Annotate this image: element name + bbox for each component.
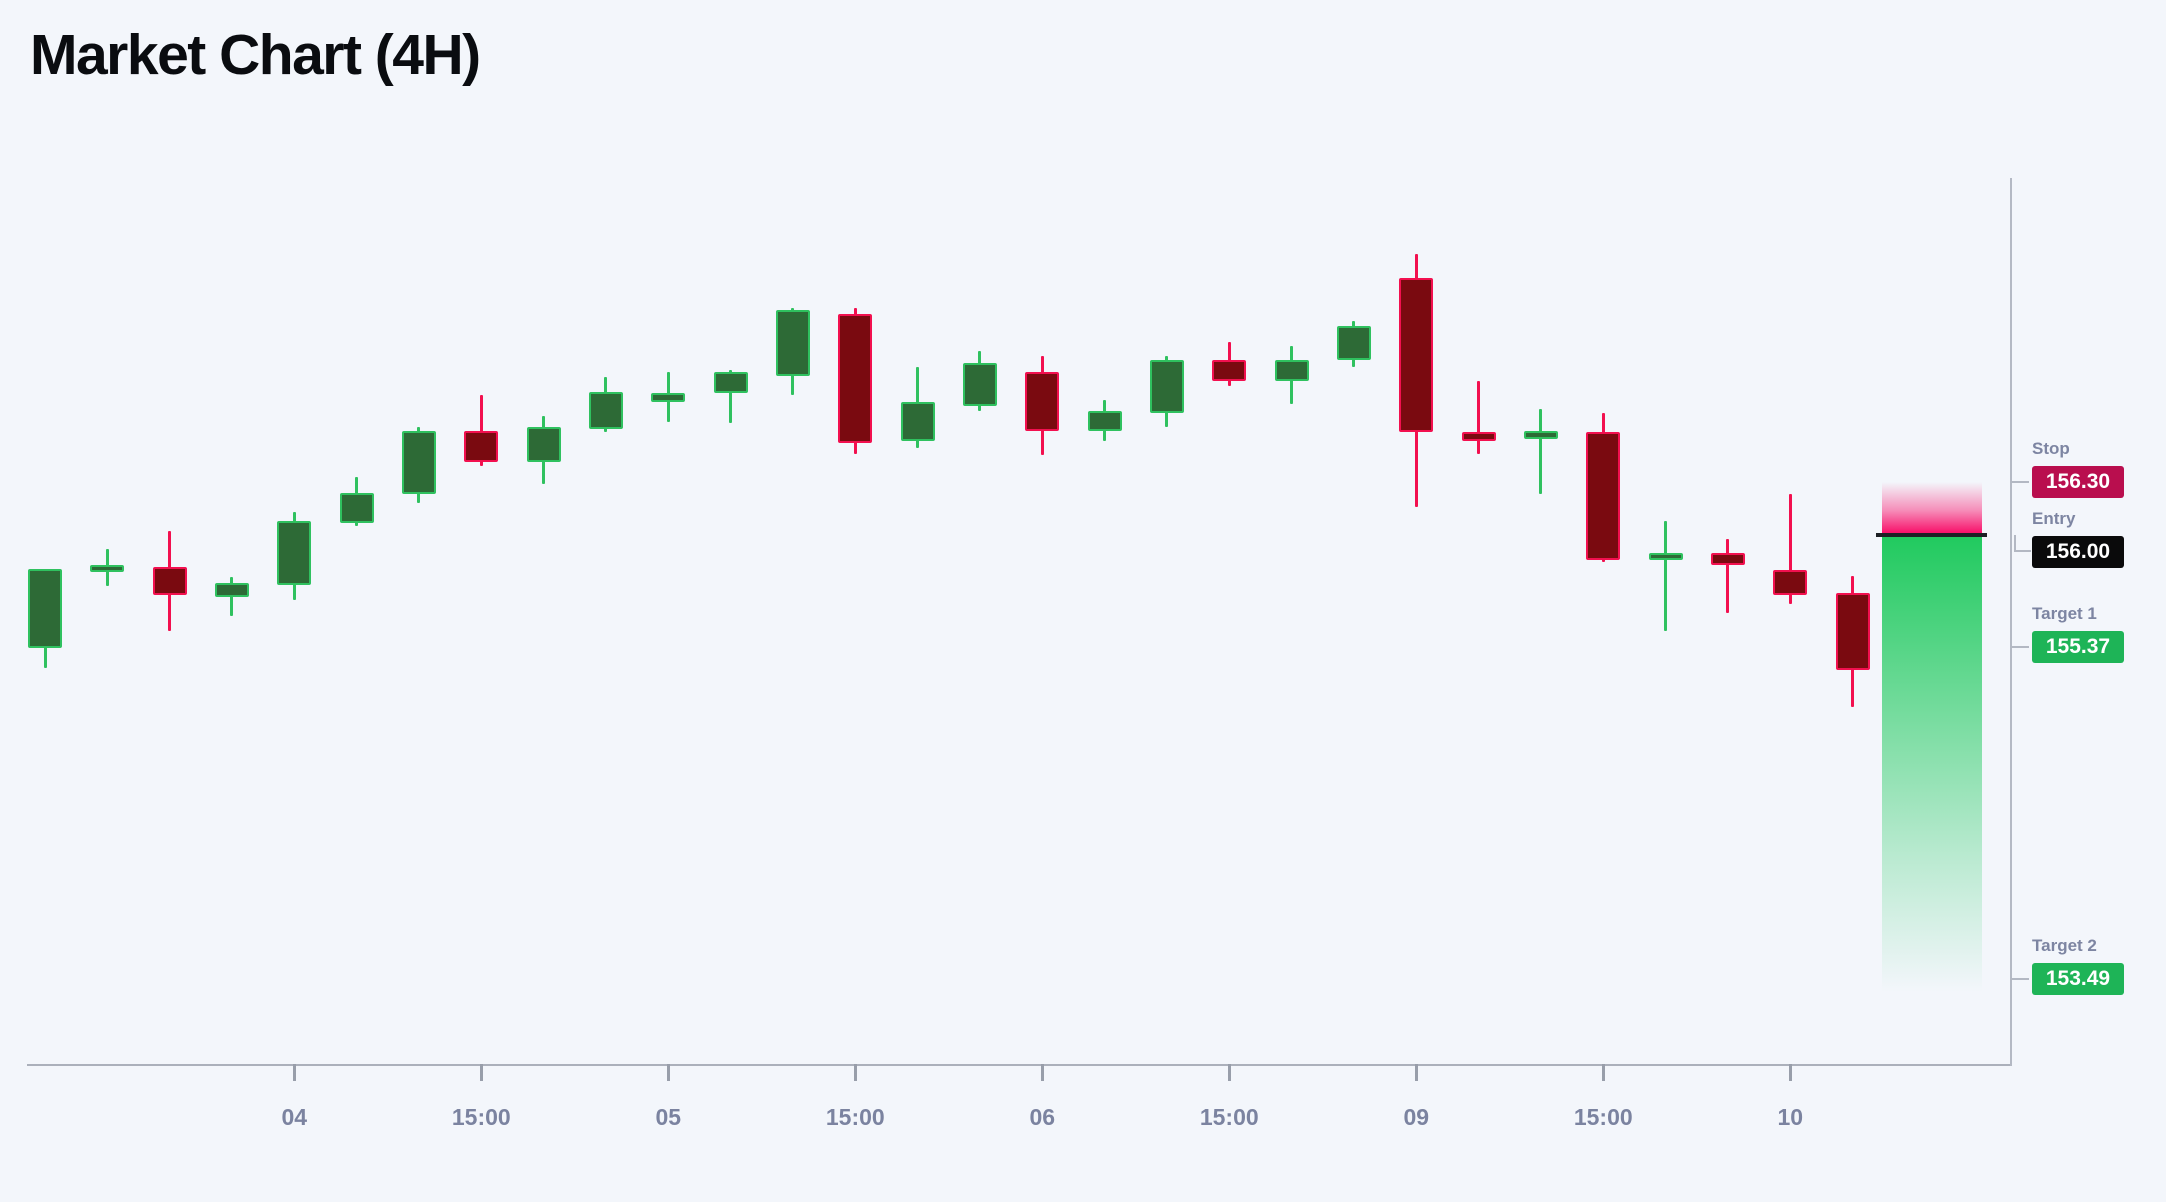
candle-body [152, 566, 187, 596]
stop-tick [2011, 480, 2029, 483]
candle-body [900, 402, 935, 442]
candle-body [339, 492, 374, 523]
candle-body [588, 391, 623, 429]
candle-body [651, 393, 686, 403]
candle-body [1835, 593, 1870, 670]
x-axis-tick [1227, 1064, 1231, 1081]
candle-body [1773, 570, 1808, 596]
x-axis-tick-label: 15:00 [1199, 1104, 1259, 1130]
candle-wick [729, 370, 733, 424]
entry-price-line [1876, 533, 1987, 537]
candle-body [1399, 278, 1434, 433]
target1-badge: 155.37 [2032, 630, 2124, 663]
candle-wick [1539, 409, 1543, 495]
target1-label: Target 1 [2032, 603, 2097, 623]
candle-body [1461, 432, 1496, 442]
candle-wick [1477, 381, 1481, 454]
target2-badge: 153.49 [2032, 963, 2124, 996]
target2-tick [2011, 978, 2029, 981]
candle-body [1523, 430, 1558, 440]
candle-wick [230, 577, 234, 617]
x-axis-tick-label: 05 [655, 1104, 682, 1130]
x-axis-tick-label: 10 [1777, 1104, 1804, 1130]
x-axis-tick [1040, 1064, 1044, 1081]
target2-label: Target 2 [2032, 936, 2097, 956]
candle-body [401, 430, 436, 495]
x-axis-tick [292, 1064, 296, 1081]
entry-connector-vertical [2014, 535, 2016, 551]
stop-badge: 156.30 [2032, 465, 2124, 498]
candle-wick [1788, 494, 1792, 605]
candle-body [1336, 326, 1371, 360]
x-axis-tick [1601, 1064, 1605, 1081]
entry-badge: 156.00 [2032, 536, 2124, 568]
candle-body [1149, 359, 1184, 413]
candle-body [214, 582, 249, 597]
x-axis-tick-label: 04 [281, 1104, 308, 1130]
profit-zone [1882, 537, 1982, 992]
x-axis-tick-label: 06 [1029, 1104, 1056, 1130]
candle-body [1212, 359, 1247, 381]
candle-body [28, 568, 62, 649]
x-axis-tick [666, 1064, 670, 1081]
x-axis-tick [853, 1064, 857, 1081]
page-title: Market Chart (4H) [30, 23, 481, 87]
x-axis-tick [1788, 1064, 1792, 1081]
x-axis-tick [479, 1064, 483, 1081]
entry-connector-horizontal [2014, 550, 2031, 552]
candle-wick [1726, 538, 1730, 613]
price-axis-line [2010, 178, 2012, 1066]
candle-body [464, 430, 499, 463]
target1-tick [2011, 645, 2029, 648]
x-axis-tick-label: 15:00 [825, 1104, 885, 1130]
candle-body [1710, 552, 1745, 566]
entry-label: Entry [2032, 509, 2076, 528]
candle-body [1274, 359, 1309, 381]
candle-body [775, 310, 810, 376]
candle-body [713, 372, 748, 394]
candle-body [962, 363, 997, 406]
candle-body [90, 565, 125, 573]
stop-zone [1882, 481, 1982, 533]
x-axis-tick-label: 15:00 [1573, 1104, 1633, 1130]
candle-body [1648, 552, 1683, 560]
x-axis-line [27, 1064, 2012, 1066]
candle-body [1025, 372, 1060, 431]
x-axis-tick-label: 09 [1403, 1104, 1430, 1130]
candle-body [1087, 411, 1122, 431]
candle-body [838, 313, 873, 443]
candle-body [526, 427, 561, 463]
candle-wick [479, 395, 483, 466]
candle-body [1586, 432, 1621, 560]
stop-label: Stop [2032, 438, 2070, 458]
x-axis-tick-label: 15:00 [451, 1104, 511, 1130]
candle-wick [1664, 520, 1668, 631]
candle-body [277, 520, 312, 585]
x-axis-tick [1414, 1064, 1418, 1081]
